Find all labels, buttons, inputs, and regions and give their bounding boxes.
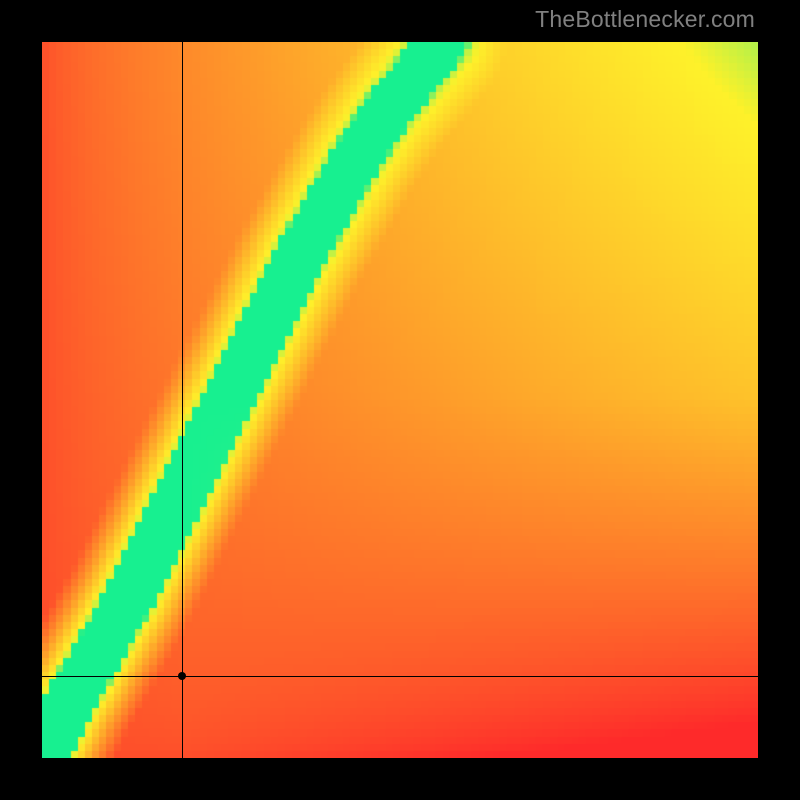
crosshair-horizontal	[42, 676, 758, 677]
watermark-text: TheBottlenecker.com	[535, 6, 755, 33]
crosshair-marker	[178, 672, 186, 680]
heatmap-canvas	[42, 42, 758, 758]
chart-container: TheBottlenecker.com	[0, 0, 800, 800]
crosshair-vertical	[182, 42, 183, 758]
plot-area	[42, 42, 758, 758]
